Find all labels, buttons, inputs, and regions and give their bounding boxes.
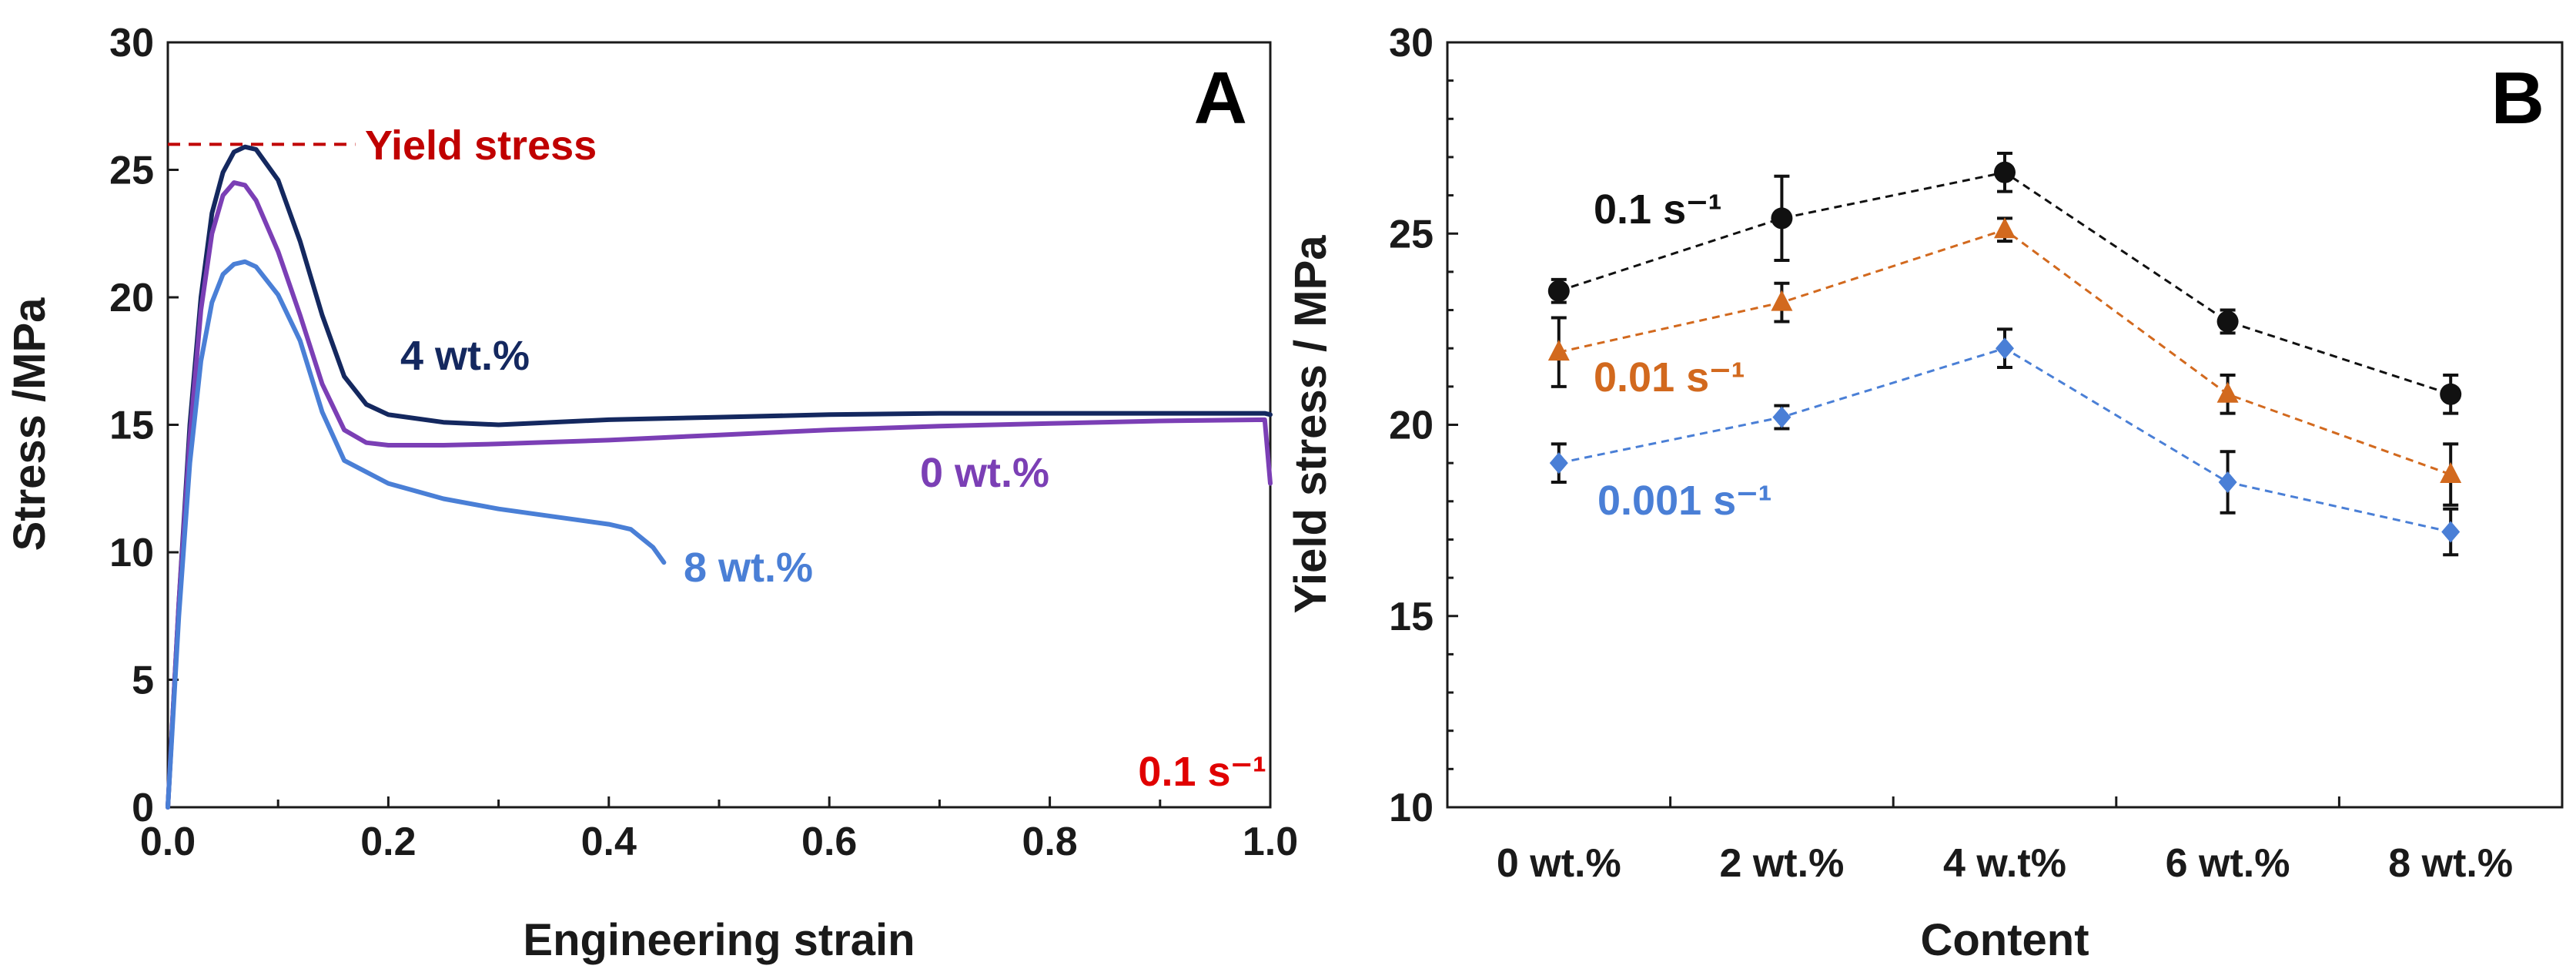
series-label-4wt: 4 wt.%: [400, 333, 530, 379]
data-point-diamond: [1772, 406, 1791, 428]
panel-a-y-tick-label: 0: [132, 786, 154, 830]
panel-a-x-tick-label: 0.0: [140, 820, 196, 864]
data-point-triangle: [1994, 217, 2016, 239]
data-point-circle: [2216, 310, 2239, 333]
data-point-triangle: [2216, 381, 2239, 403]
panel-b-y-tick-label: 25: [1389, 212, 1434, 256]
panel-a-plot-frame: [166, 41, 1272, 809]
panel-a-x-tick-label: 0.6: [801, 820, 857, 864]
panel-b-x-category-label: 2 wt.%: [1719, 841, 1844, 886]
series-label-rate-0.001: 0.001 s⁻¹: [1597, 478, 1772, 524]
strain-rate-label: 0.1 s⁻¹: [1138, 749, 1266, 795]
panel-b-y-tick-label: 30: [1389, 21, 1434, 65]
panel-b-y-tick-label: 20: [1389, 404, 1434, 448]
yield-stress-label: Yield stress: [365, 122, 597, 169]
data-point-diamond: [1549, 452, 1568, 474]
panel-a-y-tick-label: 25: [109, 149, 154, 193]
panel-b-y-tick-label: 10: [1389, 786, 1434, 830]
panel-a-label: A: [1194, 57, 1247, 139]
data-point-triangle: [2440, 462, 2462, 484]
data-point-circle: [1547, 280, 1570, 302]
panel-b-x-axis-title: Content: [1920, 915, 2089, 965]
panel-b-yield-stress-chart: 10 15 20 25 30 0 wt.% 2 wt.% 4 w.t% 6 wt.% 8 wt.%…: [1286, 21, 2564, 965]
data-point-circle: [2440, 383, 2462, 405]
panel-a-y-tick-label: 10: [109, 531, 154, 575]
data-point-diamond: [2441, 521, 2461, 543]
panel-a-y-tick-label: 15: [109, 404, 154, 448]
panel-a-y-tick-label: 20: [109, 276, 154, 320]
panel-a-y-tick-label: 5: [132, 659, 154, 703]
series-label-8wt: 8 wt.%: [684, 545, 813, 591]
panel-b-x-category-label: 6 wt.%: [2166, 841, 2290, 886]
panel-a-x-tick-label: 0.4: [581, 820, 637, 864]
series-label-0wt: 0 wt.%: [920, 450, 1049, 496]
panel-b-y-axis-title: Yield stress / MPa: [1286, 235, 1336, 614]
panel-b-series: [1547, 151, 2462, 557]
series-label-rate-0.1: 0.1 s⁻¹: [1594, 186, 1722, 233]
data-point-circle: [1994, 161, 2016, 183]
panel-b-y-tick-label: 15: [1389, 595, 1434, 639]
data-point-triangle: [1771, 290, 1793, 311]
series-line-0wt: [166, 180, 1273, 810]
panel-b-x-category-label: 0 wt.%: [1497, 841, 1621, 886]
series-line-8wt: [166, 259, 667, 810]
panel-a-x-tick-label: 0.8: [1022, 820, 1077, 864]
data-point-circle: [1771, 207, 1793, 230]
panel-b-label: B: [2491, 57, 2544, 139]
panel-a-ticks: 0 5 10 15 20 25 30 0.0 0.2 0.4 0.6 0.8 1.0: [109, 21, 1298, 864]
panel-b-x-category-label: 4 w.t%: [1943, 841, 2066, 886]
panel-b-x-category-label: 8 wt.%: [2388, 841, 2513, 886]
panel-a-series: [166, 142, 1273, 810]
panel-a-stress-strain-chart: 0 5 10 15 20 25 30 0.0 0.2 0.4 0.6 0.8 1.0 A Yield s…: [5, 21, 1298, 965]
data-point-triangle: [1547, 340, 1570, 361]
panel-a-y-tick-label: 30: [109, 21, 154, 65]
series-label-rate-0.01: 0.01 s⁻¹: [1594, 354, 1745, 401]
data-point-diamond: [1996, 337, 2014, 360]
panel-a-x-axis-title: Engineering strain: [523, 915, 915, 965]
panel-a-y-axis-title: Stress /MPa: [5, 297, 55, 552]
panel-b-ticks: 10 15 20 25 30 0 wt.% 2 wt.% 4 w.t% 6 wt.% 8 wt.%: [1389, 21, 2564, 886]
panel-a-x-tick-label: 1.0: [1243, 820, 1298, 864]
series-line-4wt: [166, 144, 1273, 810]
panel-a-x-tick-label: 0.2: [360, 820, 416, 864]
data-point-diamond: [2218, 471, 2237, 493]
